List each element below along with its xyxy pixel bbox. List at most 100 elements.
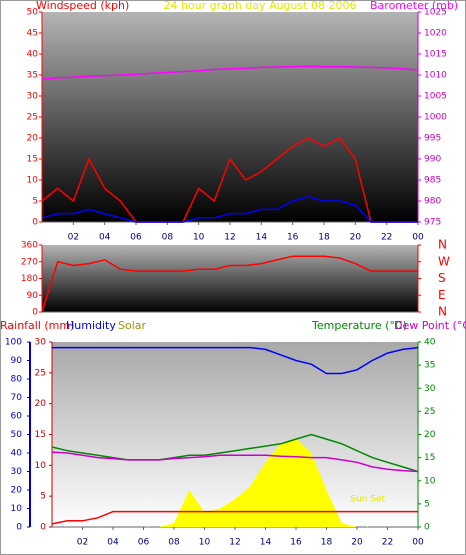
y-tick-label: 360 <box>21 241 38 251</box>
y-tick-label: 20 <box>424 430 436 440</box>
y-tick-label: 980 <box>424 197 441 207</box>
y-tick-label: 180 <box>21 274 38 284</box>
plot-area <box>52 342 418 527</box>
line <box>41 255 418 313</box>
x-tick-label: 06 <box>138 538 150 548</box>
y-tick-label: 0 <box>32 308 38 318</box>
y-tick-label: 40 <box>11 449 23 459</box>
y-tick-label: 20 <box>35 399 47 409</box>
y-tick-label: 100 <box>5 338 22 348</box>
area <box>52 438 418 527</box>
y-tick-label: 0 <box>424 523 430 533</box>
y-tick-label: 0 <box>40 523 46 533</box>
line <box>51 510 418 525</box>
y-tick-label: 90 <box>11 356 23 366</box>
y-tick-label: 90 <box>27 291 39 301</box>
y-tick-label: 5 <box>40 492 46 502</box>
x-tick-label: 20 <box>351 538 363 548</box>
y-tick-label: 35 <box>424 361 435 371</box>
x-tick-label: 00 <box>412 233 424 243</box>
y-tick-label: 60 <box>11 412 23 422</box>
y-tick-label: 40 <box>27 50 39 60</box>
y-tick-label: W <box>438 254 450 268</box>
x-tick-label: 08 <box>162 233 174 243</box>
y-tick-label: 10 <box>27 176 39 186</box>
y-tick-label: 1020 <box>424 29 447 39</box>
y-tick-label: 25 <box>424 407 435 417</box>
x-tick-label: 22 <box>381 233 392 243</box>
y-tick-label: 25 <box>35 368 46 378</box>
y-tick-label: 25 <box>27 113 38 123</box>
plot-area <box>42 12 418 222</box>
line <box>41 196 418 223</box>
x-tick-label: 06 <box>130 233 142 243</box>
y-tick-label: 30 <box>35 338 47 348</box>
x-tick-label: 00 <box>412 538 424 548</box>
chart-title: 24 hour graph day August 08 2006 <box>163 0 356 12</box>
line <box>51 451 419 473</box>
y-tick-label: 990 <box>424 155 441 165</box>
line <box>52 346 419 375</box>
y-tick-label: N <box>438 305 447 319</box>
x-tick-label: 14 <box>256 233 268 243</box>
x-tick-label: 18 <box>318 233 330 243</box>
series-label: Humidity <box>66 319 116 332</box>
x-tick-label: 16 <box>290 538 302 548</box>
y-tick-label: 975 <box>424 218 441 228</box>
x-tick-label: 16 <box>287 233 299 243</box>
plot-area <box>42 245 418 312</box>
x-tick-label: 22 <box>382 538 393 548</box>
series-label: Windspeed (kph) <box>36 0 129 12</box>
y-tick-label: 20 <box>11 486 23 496</box>
series-label: Rainfall (mm) <box>0 319 74 332</box>
x-tick-label: 04 <box>99 233 111 243</box>
y-tick-label: 270 <box>21 257 38 267</box>
annotation: Sun Set <box>350 494 385 504</box>
x-tick-label: 04 <box>107 538 119 548</box>
y-tick-label: 1000 <box>424 113 447 123</box>
y-tick-label: 15 <box>424 453 435 463</box>
x-tick-label: 10 <box>199 538 211 548</box>
y-tick-label: 50 <box>11 430 23 440</box>
y-tick-label: 50 <box>27 8 39 18</box>
y-tick-label: 995 <box>424 134 441 144</box>
line <box>51 433 419 473</box>
y-tick-label: 70 <box>11 393 23 403</box>
series-label: Dew Point (°C) <box>394 319 466 332</box>
y-tick-label: 20 <box>27 134 39 144</box>
y-tick-label: N <box>438 238 447 252</box>
y-tick-label: 40 <box>424 338 436 348</box>
x-tick-label: 10 <box>193 233 205 243</box>
y-tick-label: 10 <box>11 504 23 514</box>
x-tick-label: 14 <box>260 538 272 548</box>
y-tick-label: 15 <box>35 430 46 440</box>
x-tick-label: 18 <box>321 538 333 548</box>
y-tick-label: 985 <box>424 176 441 186</box>
y-tick-label: 0 <box>16 523 22 533</box>
x-tick-label: 12 <box>224 233 235 243</box>
y-tick-label: 80 <box>11 375 23 385</box>
y-tick-label: 35 <box>27 71 38 81</box>
y-tick-label: 1005 <box>424 92 447 102</box>
y-tick-label: 1015 <box>424 50 447 60</box>
y-tick-label: 0 <box>32 218 38 228</box>
y-tick-label: 1010 <box>424 71 447 81</box>
y-tick-label: 45 <box>27 29 38 39</box>
x-tick-label: 02 <box>68 233 79 243</box>
x-tick-label: 08 <box>168 538 180 548</box>
y-tick-label: 30 <box>27 92 39 102</box>
y-tick-label: 10 <box>35 461 47 471</box>
y-tick-label: 30 <box>11 467 23 477</box>
series-label: Barometer (mb) <box>370 0 458 12</box>
x-tick-label: 20 <box>350 233 362 243</box>
y-tick-label: 30 <box>424 384 436 394</box>
y-tick-label: 10 <box>424 476 436 486</box>
y-tick-label: S <box>438 271 446 285</box>
x-tick-label: 12 <box>229 538 240 548</box>
y-tick-label: 5 <box>424 499 430 509</box>
x-tick-label: 02 <box>77 538 88 548</box>
line <box>41 137 418 223</box>
line <box>41 65 419 80</box>
y-tick-label: 5 <box>32 197 38 207</box>
